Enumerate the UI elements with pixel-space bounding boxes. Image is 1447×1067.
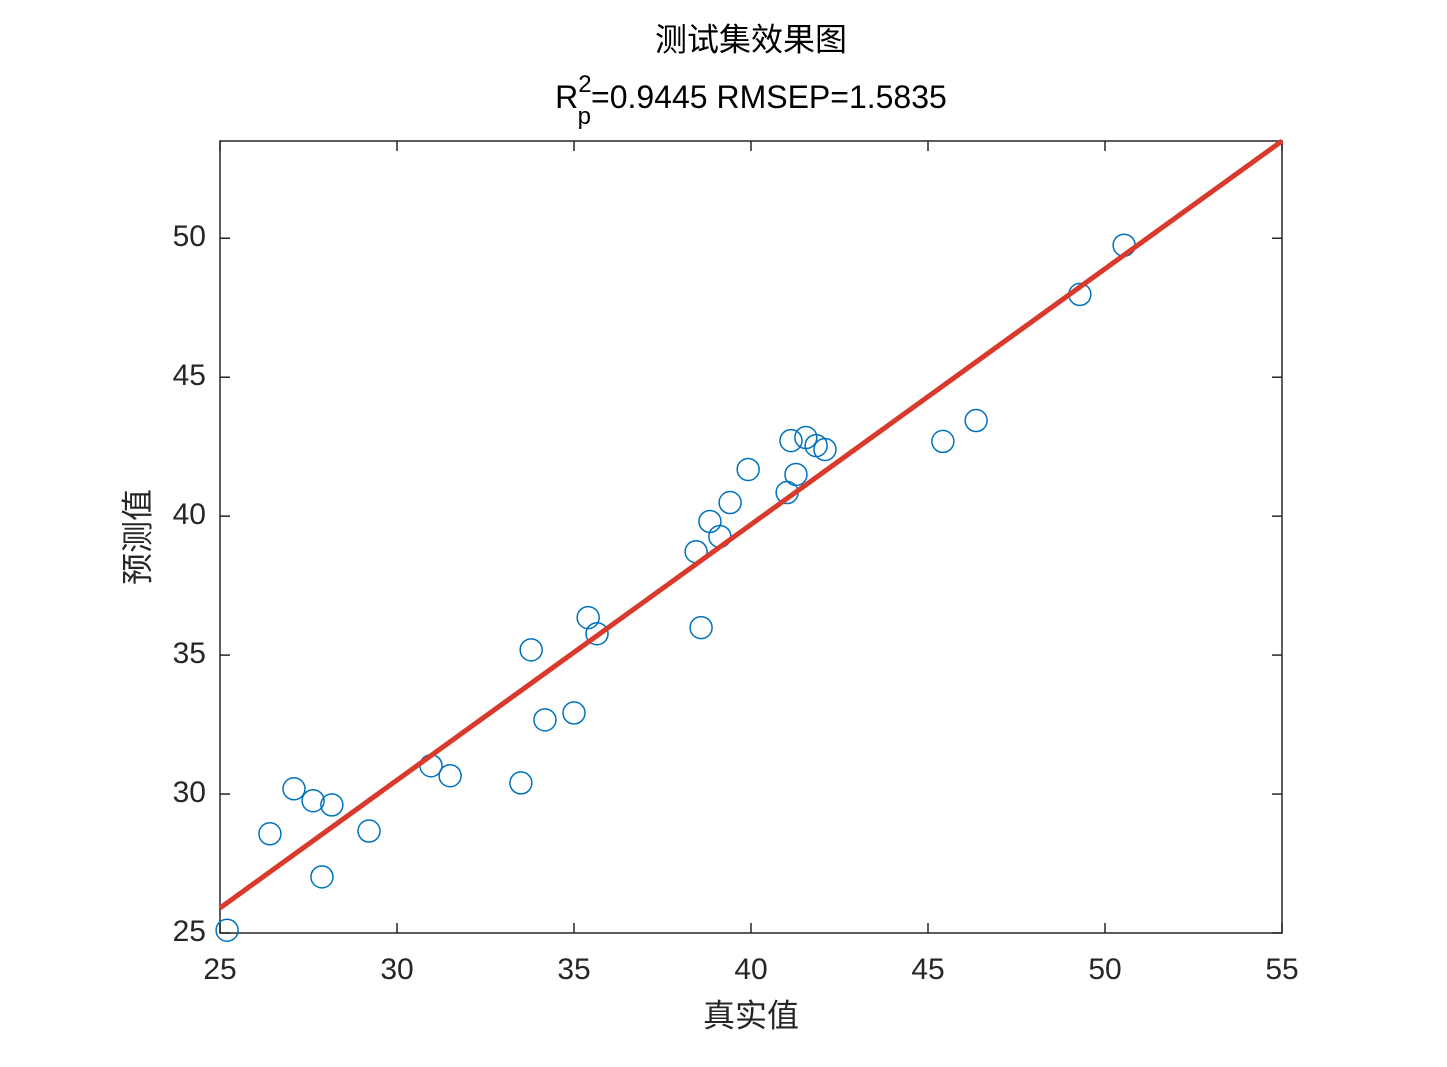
x-tick-label: 40 (734, 953, 767, 986)
x-tick-label: 55 (1265, 953, 1298, 986)
subtitle-base: R (555, 79, 578, 115)
scatter-point (689, 615, 713, 640)
y-axis-label: 预测值 (119, 489, 155, 585)
scatter-point (438, 763, 462, 788)
scatter-point (301, 788, 325, 813)
scatter-point (282, 777, 306, 801)
scatter-point (215, 918, 239, 942)
chart-title: 测试集效果图 (655, 21, 847, 57)
scatter-point (779, 428, 803, 453)
subtitle-sup: 2 (578, 71, 591, 98)
scatter-point (357, 819, 381, 843)
x-tick-label: 45 (911, 953, 944, 986)
subtitle-sub: p (578, 103, 591, 130)
subtitle-rest: =0.9445 RMSEP=1.5835 (591, 79, 947, 115)
scatter-point (736, 457, 760, 482)
scatter-point (813, 437, 837, 462)
chart-subtitle: R2 p=0.9445 RMSEP=1.5835 (555, 71, 947, 130)
scatter-point (258, 822, 282, 846)
x-tick-label: 30 (380, 953, 413, 986)
scatter-point (585, 621, 609, 646)
scatter-point (964, 408, 988, 433)
scatter-point (576, 605, 600, 630)
x-axis-label: 真实值 (703, 997, 799, 1033)
scatter-point (509, 771, 533, 795)
scatter-point (320, 793, 344, 817)
scatter-point (310, 865, 334, 889)
y-tick-label: 40 (173, 498, 206, 531)
y-tick-label: 45 (173, 359, 206, 392)
fit-line (218, 138, 1284, 911)
scatter-point (562, 701, 586, 725)
plot-area (219, 140, 1283, 934)
y-tick-label: 25 (173, 915, 206, 948)
scatter-point (533, 708, 557, 732)
x-tick-label: 35 (557, 953, 590, 986)
y-tick-label: 30 (173, 776, 206, 809)
scatter-point (519, 638, 543, 662)
x-tick-label: 50 (1088, 953, 1121, 986)
scatter-point (784, 462, 808, 487)
scatter-point (931, 429, 955, 454)
y-tick-label: 35 (173, 637, 206, 670)
x-tick-label: 25 (203, 953, 236, 986)
scatter-point (718, 490, 742, 515)
y-tick-label: 50 (173, 220, 206, 253)
